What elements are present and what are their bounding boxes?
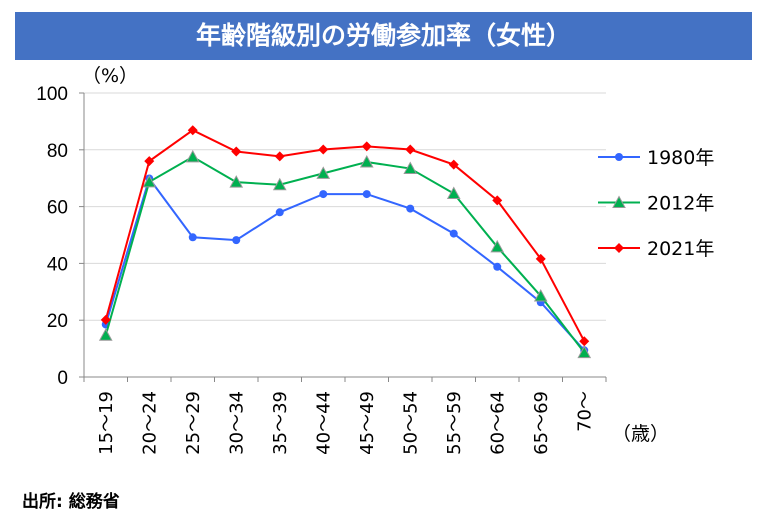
data-point <box>231 146 242 157</box>
legend-marker <box>615 153 623 161</box>
chart-title: 年齢階級別の労働参加率（女性） <box>15 12 752 60</box>
x-tick-label: 65～69 <box>531 391 552 455</box>
data-point <box>449 229 458 238</box>
data-point <box>446 186 461 200</box>
data-point <box>535 253 546 264</box>
data-point <box>144 156 155 167</box>
data-point <box>406 204 415 213</box>
data-point <box>98 328 113 341</box>
data-point <box>492 195 503 206</box>
y-tick-label: 100 <box>36 84 68 105</box>
x-tick-label: 20～24 <box>139 391 160 455</box>
data-point <box>493 262 502 271</box>
data-point <box>405 144 416 155</box>
x-tick-label: 55～59 <box>444 391 465 455</box>
data-point <box>359 154 374 168</box>
x-tick-label: 40～44 <box>313 391 334 455</box>
data-point <box>403 161 418 175</box>
data-point <box>229 175 244 188</box>
data-point <box>490 239 505 253</box>
y-tick-label: 20 <box>47 311 68 332</box>
y-tick-label: 80 <box>47 141 68 162</box>
y-axis-label: （%） <box>82 65 138 87</box>
data-point <box>533 289 548 302</box>
data-point <box>142 174 157 188</box>
data-point <box>318 144 329 155</box>
data-point <box>579 336 590 347</box>
series-line-1980年 <box>104 176 585 351</box>
series-line-2012年 <box>104 155 586 354</box>
data-point <box>362 190 371 199</box>
data-point <box>275 208 284 217</box>
data-point <box>187 125 198 136</box>
legend-marker <box>612 195 626 208</box>
data-point <box>361 141 372 152</box>
data-point <box>577 345 592 359</box>
data-point <box>188 233 197 242</box>
legend-label: 2021年 <box>647 238 714 260</box>
y-tick-label: 60 <box>47 198 68 219</box>
x-tick-label: 70～ <box>574 391 595 432</box>
legend-label: 1980年 <box>647 147 714 169</box>
y-tick-label: 0 <box>57 368 68 389</box>
legend-label: 2012年 <box>647 193 714 215</box>
source-note: 出所: 総務省 <box>22 492 120 512</box>
series-line-2021年 <box>104 129 586 342</box>
legend-marker <box>614 243 624 253</box>
data-point <box>319 190 328 199</box>
x-tick-label: 45～49 <box>357 391 378 455</box>
x-tick-label: 30～34 <box>226 391 247 455</box>
data-point <box>272 177 287 191</box>
x-tick-label: 50～54 <box>400 391 421 455</box>
data-point <box>448 159 459 170</box>
x-tick-label: 15～19 <box>96 391 117 455</box>
data-point <box>274 151 285 162</box>
x-axis-label: （歳） <box>612 423 669 445</box>
y-tick-label: 40 <box>47 254 68 275</box>
data-point <box>232 236 241 245</box>
x-tick-label: 25～29 <box>183 391 204 455</box>
x-tick-label: 35～39 <box>270 391 291 455</box>
data-point <box>100 314 111 325</box>
data-point <box>185 149 200 163</box>
data-point <box>316 166 331 179</box>
x-tick-label: 60～64 <box>487 391 508 455</box>
